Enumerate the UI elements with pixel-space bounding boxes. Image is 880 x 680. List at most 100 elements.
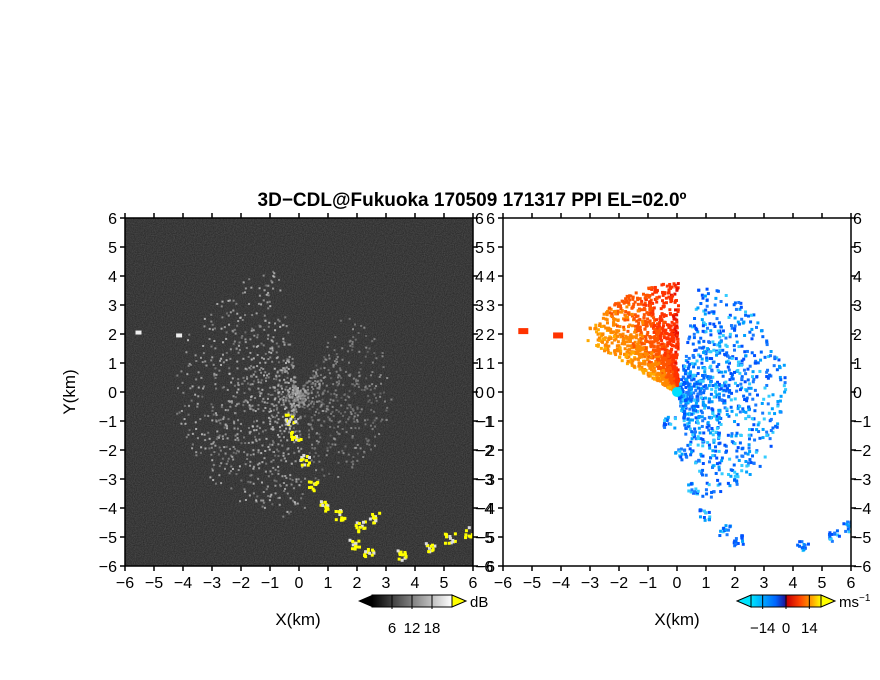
echo-cell [308, 399, 311, 402]
echo-cell [292, 366, 295, 369]
echo-cell [290, 430, 294, 434]
echo-cell [700, 415, 704, 419]
echo-cell [314, 483, 318, 487]
echo-cell [374, 425, 377, 428]
echo-cell [272, 466, 275, 469]
echo-cell [317, 394, 320, 397]
echo-cell [326, 449, 329, 452]
echo-cell [464, 536, 468, 540]
echo-cell [210, 446, 213, 449]
echo-cell [371, 371, 374, 374]
echo-cell [765, 434, 769, 438]
echo-cell [598, 332, 602, 336]
echo-cell [318, 433, 321, 436]
echo-cell [289, 414, 292, 417]
echo-cell [680, 378, 684, 382]
echo-cell [615, 347, 619, 351]
echo-cell [655, 364, 659, 368]
echo-cell [736, 423, 740, 427]
echo-cell [277, 411, 280, 414]
echo-cell [725, 533, 729, 537]
echo-cell [666, 355, 670, 359]
echo-cell [687, 337, 691, 341]
echo-cell [219, 422, 222, 425]
reflectivity-unit: dB [470, 594, 488, 611]
echo-cell [694, 307, 698, 311]
echo-cell [371, 383, 374, 386]
echo-cell [349, 373, 352, 376]
echo-cell [634, 350, 638, 354]
echo-cell [348, 538, 352, 542]
echo-cell [655, 300, 659, 304]
echo-cell [606, 309, 610, 313]
echo-cell [676, 337, 680, 341]
echo-cell [302, 397, 305, 400]
echo-cell [664, 384, 668, 388]
echo-cell [195, 378, 198, 381]
echo-cell [293, 387, 296, 390]
echo-cell [222, 361, 225, 364]
echo-cell [719, 422, 723, 426]
echo-cell [630, 364, 634, 368]
echo-cell [674, 329, 678, 333]
echo-cell [612, 310, 616, 314]
echo-cell [733, 381, 737, 385]
echo-cell [705, 481, 709, 485]
echo-cell [371, 361, 374, 364]
echo-cell [307, 380, 310, 383]
echo-cell [344, 445, 347, 448]
echo-cell [280, 393, 283, 396]
echo-cell [267, 334, 270, 337]
echo-cell [248, 494, 251, 497]
colorbar-arrow-left [358, 595, 372, 607]
echo-cell [676, 368, 680, 372]
echo-cell [255, 500, 258, 503]
echo-cell [305, 455, 309, 459]
echo-cell [623, 352, 627, 356]
echo-cell [704, 384, 708, 388]
echo-cell [264, 352, 267, 355]
y-tick-label-right: −2 [853, 443, 871, 460]
echo-cell [311, 487, 315, 491]
echo-cell [703, 404, 707, 408]
echo-cell [267, 376, 270, 379]
echo-cell [252, 380, 255, 383]
echo-cell [696, 397, 700, 401]
echo-cell [683, 364, 687, 368]
echo-cell [553, 332, 564, 339]
echo-cell [706, 441, 710, 445]
echo-cell [293, 398, 296, 401]
echo-cell [740, 536, 744, 540]
echo-cell [357, 331, 360, 334]
echo-cell [306, 463, 310, 467]
echo-cell [670, 299, 674, 303]
echo-cell [655, 349, 659, 353]
echo-cell [294, 430, 297, 433]
echo-cell [300, 480, 303, 483]
echo-cell [272, 287, 275, 290]
echo-cell [310, 390, 313, 393]
echo-cell [338, 510, 342, 514]
echo-cell [262, 409, 265, 412]
echo-cell [348, 396, 351, 399]
echo-cell [717, 362, 721, 366]
echo-cell [700, 396, 704, 400]
echo-cell [251, 314, 254, 317]
echo-cell [368, 551, 372, 555]
echo-cell [322, 376, 325, 379]
echo-cell [668, 370, 672, 374]
echo-cell [727, 394, 731, 398]
echo-cell [317, 440, 320, 443]
echo-cell [350, 427, 353, 430]
echo-cell [698, 354, 702, 358]
colorbar-arrow-right-vel [820, 594, 837, 608]
echo-cell [693, 382, 697, 386]
echo-cell [347, 404, 350, 407]
echo-cell [300, 497, 303, 500]
echo-cell [271, 340, 274, 343]
echo-cell [250, 375, 253, 378]
echo-cell [622, 301, 626, 305]
echo-cell [261, 444, 264, 447]
echo-cell [237, 344, 240, 347]
velocity-echo [518, 282, 851, 553]
